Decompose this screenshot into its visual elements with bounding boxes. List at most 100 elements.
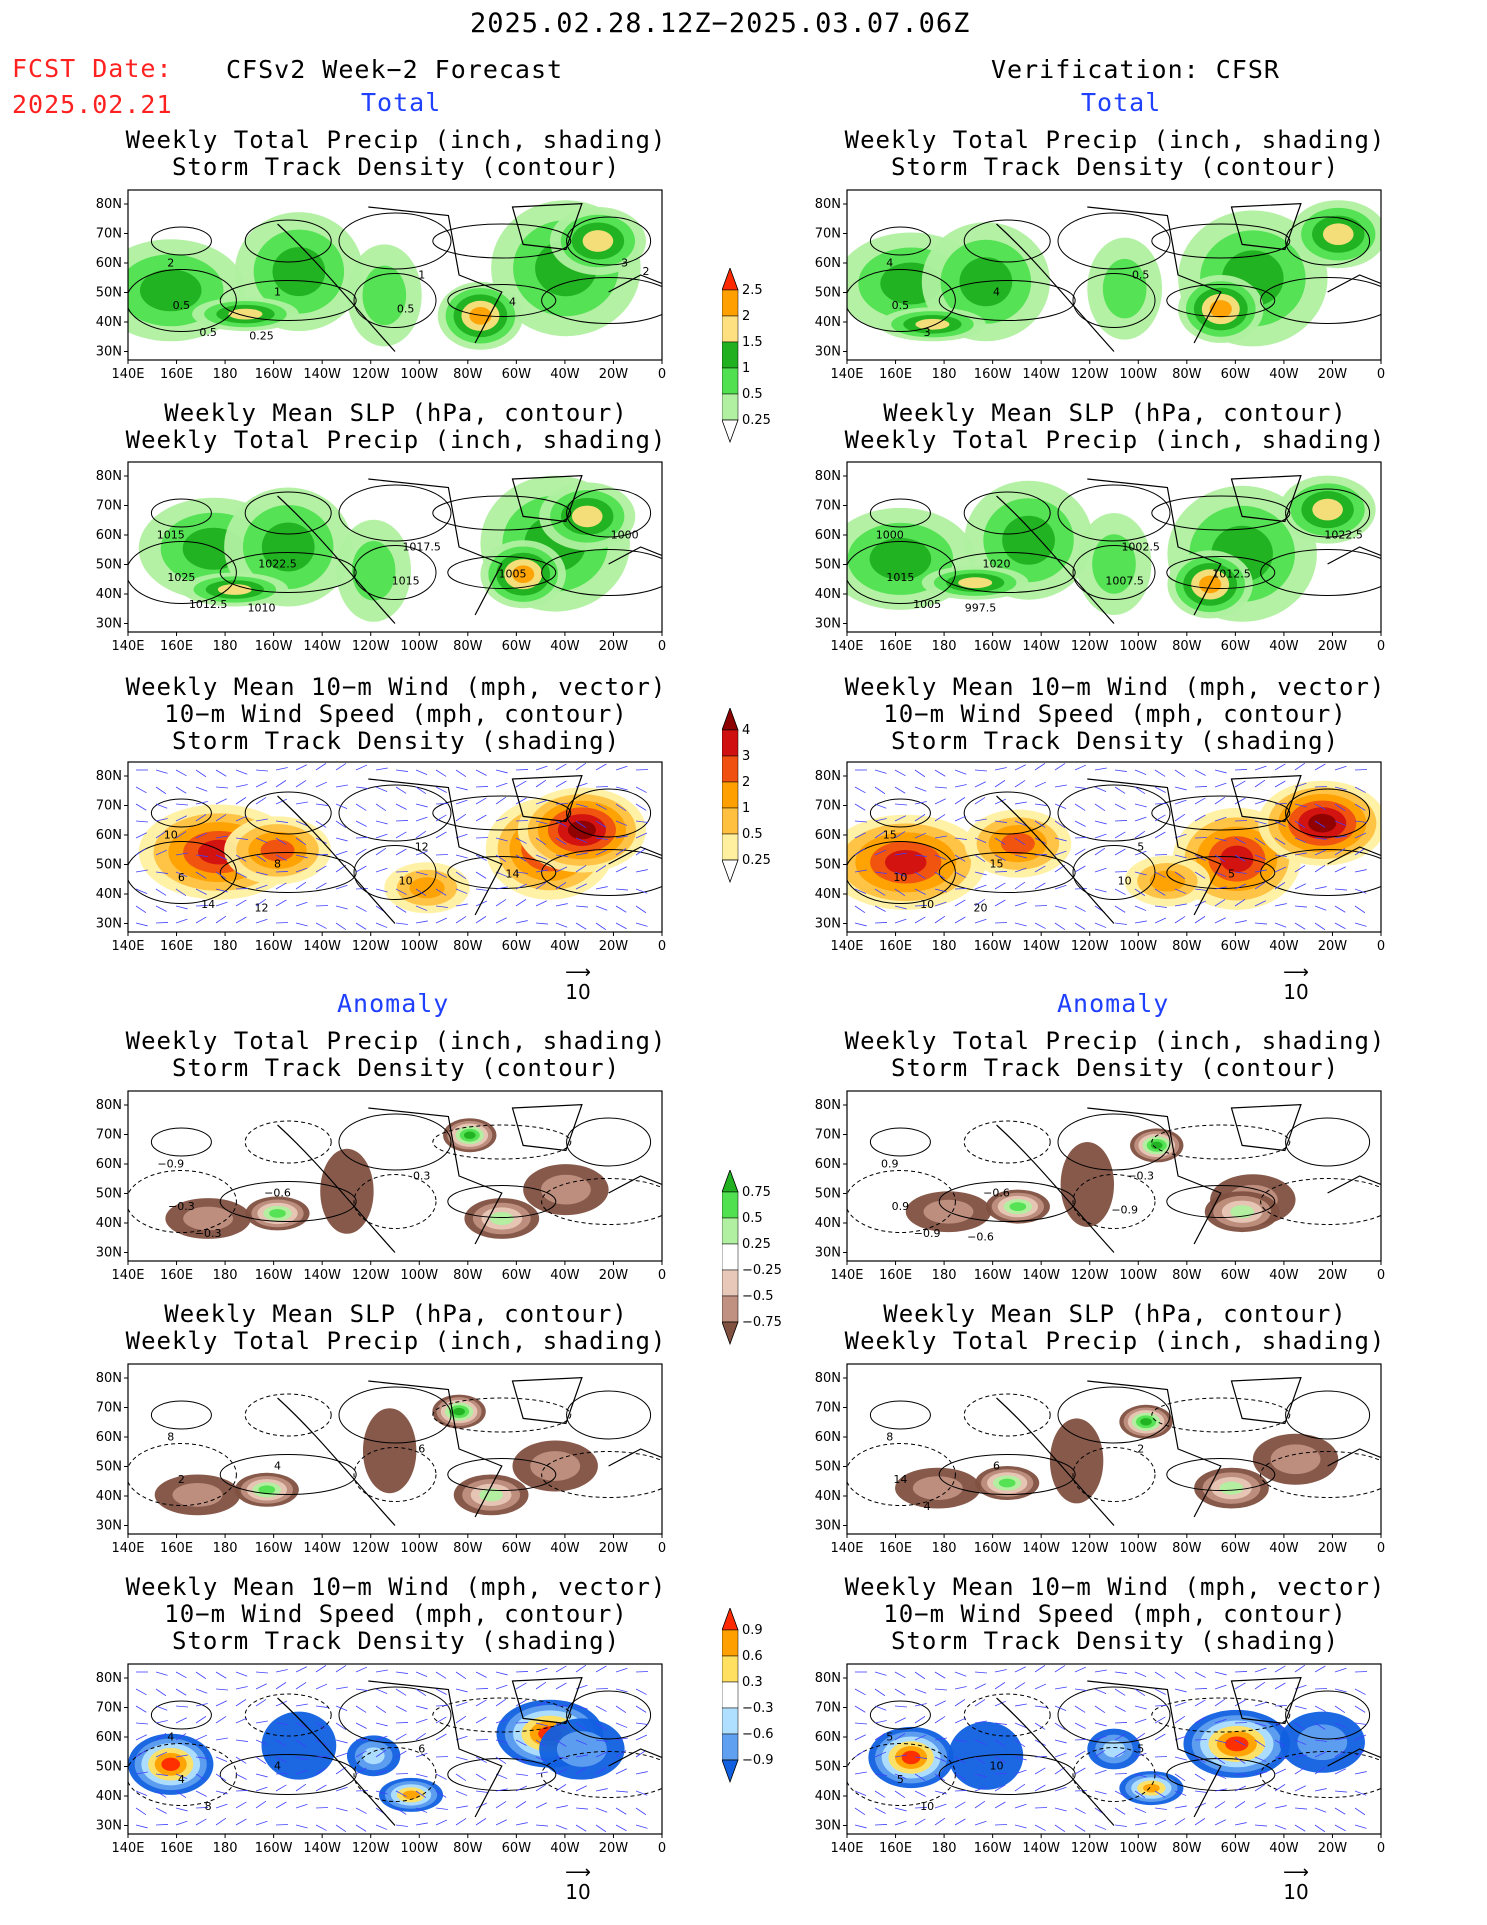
wind-vector [854, 786, 866, 794]
wind-vector [275, 767, 288, 771]
wind-vector [1134, 1732, 1146, 1741]
wind-vector [495, 837, 508, 842]
wind-vector [974, 1786, 987, 1792]
colorbar-anom-precip: 0.75 0.5 0.25 −0.25 −0.5 −0.75 [721, 1168, 792, 1352]
wind-vector [455, 1790, 468, 1796]
wind-vector [894, 888, 906, 897]
wind-vector [1094, 867, 1107, 873]
wind-vector [1194, 797, 1206, 805]
wind-vector [1014, 1682, 1026, 1690]
wind-vector [415, 888, 427, 897]
wind-vector [155, 1733, 167, 1741]
wind-vector [455, 1756, 468, 1761]
contour-label: 1022.5 [258, 557, 297, 570]
lon-tick-label: 160E [879, 367, 912, 382]
lon-tick-label: 180 [213, 367, 238, 382]
wind-vector [1234, 1682, 1246, 1690]
wind-vector [635, 1722, 648, 1725]
wind-vector [1034, 803, 1047, 806]
lat-tick-label: 70N [815, 1128, 841, 1143]
lon-tick-label: 0 [658, 1841, 666, 1856]
wind-vector [1234, 837, 1246, 844]
wind-vector [1214, 899, 1226, 907]
wind-vector [954, 797, 966, 805]
wind-vector [914, 888, 926, 895]
wind-vector [1074, 905, 1086, 912]
lon-tick-label: 180 [932, 367, 957, 382]
contour-line [128, 1443, 237, 1506]
wind-vector [515, 1773, 528, 1776]
contour-line [128, 269, 237, 332]
wind-vector [335, 1686, 348, 1690]
contour-line [244, 1693, 332, 1737]
wind-vector [255, 1671, 268, 1674]
wind-vector [1334, 848, 1346, 856]
wind-vector [1154, 888, 1166, 896]
wind-vector [1234, 920, 1247, 924]
wind-vector [195, 916, 207, 924]
wind-vector [415, 905, 428, 911]
wind-vector [155, 849, 168, 856]
contour-line [566, 488, 652, 538]
contour-line [566, 1117, 652, 1167]
shading-region [912, 1476, 963, 1500]
wind-vector [1114, 848, 1126, 856]
contour-line [541, 549, 662, 596]
wind-vector [1314, 1824, 1326, 1833]
wind-vector [1134, 1790, 1146, 1799]
wind-vector [1254, 1756, 1267, 1762]
wind-vector [1134, 905, 1147, 911]
contour-line [1260, 277, 1381, 324]
wind-vector [595, 1722, 607, 1730]
wind-vector [515, 871, 528, 874]
wind-vector [275, 854, 287, 861]
wind-vector [894, 1717, 906, 1724]
wind-vector [1354, 1771, 1367, 1775]
shading-region [567, 820, 596, 840]
wind-vector [1214, 1819, 1226, 1826]
contour-line [963, 791, 1051, 835]
wind-vector [415, 850, 428, 856]
wind-vector [375, 1824, 388, 1830]
lon-tick-label: 0 [1377, 367, 1385, 382]
wind-vector [1334, 820, 1347, 826]
wind-vector [1354, 905, 1366, 914]
wind-vector [1274, 820, 1286, 827]
wind-vector [894, 1688, 906, 1696]
wind-vector [635, 786, 647, 793]
shading-region [1140, 1418, 1152, 1426]
contour-label: 1022.5 [1324, 529, 1363, 542]
wind-vector [275, 871, 289, 873]
wind-vector [1074, 1722, 1086, 1729]
contour-label: 0.5 [173, 299, 191, 312]
wind-vector [1214, 1756, 1226, 1765]
wind-vector [1314, 1767, 1326, 1775]
wind-vector [495, 1698, 507, 1707]
contour-label: 5 [886, 1731, 893, 1744]
colorbar-label: −0.25 [742, 1263, 782, 1278]
wind-vector [1254, 1701, 1267, 1707]
wind-vector [994, 1682, 1006, 1690]
lon-tick-label: 140W [1022, 639, 1060, 654]
lat-tick-label: 60N [815, 256, 841, 271]
wind-vector [1154, 1716, 1166, 1724]
wind-vector [435, 905, 448, 908]
wind-vector [335, 1665, 347, 1673]
colorbar-label: 2.5 [742, 283, 763, 298]
contour-label: −0.6 [983, 1186, 1010, 1199]
colorbar-swatch [721, 833, 739, 861]
wind-vector [495, 1801, 507, 1809]
wind-vector [515, 780, 527, 788]
wind-vector [854, 848, 866, 856]
lon-tick-label: 140E [830, 1841, 863, 1856]
lat-tick-label: 50N [96, 1187, 122, 1202]
wind-vector [1094, 1735, 1107, 1741]
wind-vector [1274, 854, 1287, 857]
lat-tick-label: 40N [815, 1216, 841, 1231]
colorbar-label: 1 [742, 801, 750, 816]
wind-vector [874, 1824, 888, 1826]
wind-vector [854, 803, 866, 811]
wind-vector [475, 1756, 487, 1763]
p3-title-line2: Weekly Total Precip (inch, shading) [125, 426, 667, 454]
wind-vector [934, 1756, 947, 1762]
